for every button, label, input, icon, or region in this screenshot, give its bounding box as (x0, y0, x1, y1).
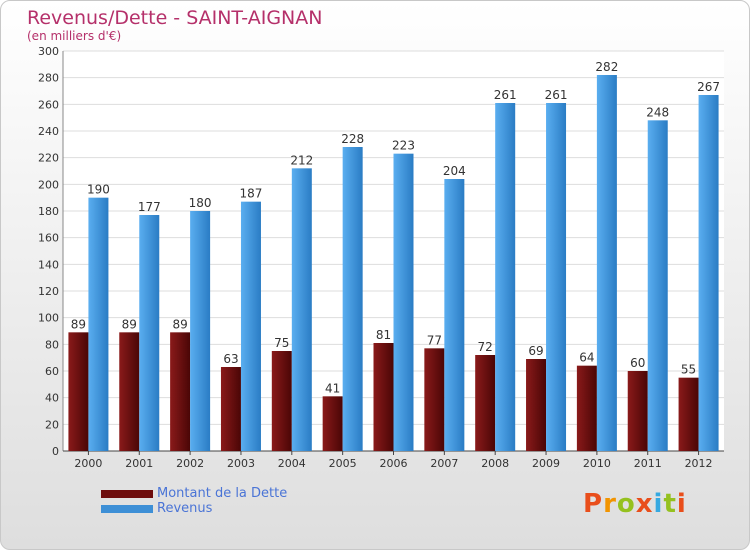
x-tick-label: 2010 (583, 457, 611, 470)
logo-letter: i (653, 489, 664, 519)
data-label-debt: 81 (376, 328, 391, 342)
x-tick-label: 2009 (532, 457, 560, 470)
bar-debt (373, 343, 394, 451)
data-label-revenue: 267 (697, 80, 720, 94)
x-tick-label: 2001 (125, 457, 153, 470)
data-label-debt: 89 (172, 317, 187, 331)
data-label-revenue: 190 (87, 183, 110, 197)
y-tick-label: 260 (38, 98, 59, 111)
x-tick-label: 2004 (278, 457, 306, 470)
y-tick-label: 180 (38, 205, 59, 218)
bar-debt (576, 365, 597, 451)
legend-label-revenue: Revenus (157, 501, 213, 516)
y-tick-label: 0 (52, 445, 59, 458)
data-label-debt: 89 (122, 317, 137, 331)
x-tick-label: 2011 (634, 457, 662, 470)
y-tick-label: 300 (38, 45, 59, 58)
data-label-debt: 64 (579, 351, 594, 365)
bar-revenue (88, 197, 109, 451)
bar-revenue (647, 120, 668, 451)
data-label-revenue: 223 (392, 139, 415, 153)
bar-revenue (393, 153, 414, 451)
data-label-revenue: 261 (494, 88, 517, 102)
data-label-revenue: 282 (595, 60, 618, 74)
data-label-debt: 55 (681, 363, 696, 377)
bar-debt (170, 332, 191, 451)
proxiti-logo: Proxiti (583, 489, 687, 519)
data-label-revenue: 248 (646, 105, 669, 119)
bar-revenue (291, 168, 312, 452)
y-tick-label: 200 (38, 178, 59, 191)
logo-letter: r (603, 489, 617, 519)
legend-label-debt: Montant de la Dette (157, 486, 288, 501)
data-label-revenue: 261 (545, 88, 568, 102)
bar-revenue (596, 75, 617, 451)
y-tick-label: 80 (45, 338, 59, 351)
bar-debt (627, 371, 648, 451)
data-label-debt: 75 (274, 336, 289, 350)
chart-title: Revenus/Dette - SAINT-AIGNAN (27, 7, 323, 29)
y-tick-label: 220 (38, 152, 59, 165)
bar-debt (424, 348, 445, 451)
y-tick-label: 20 (45, 418, 59, 431)
logo-letter: i (676, 489, 687, 519)
data-label-revenue: 180 (189, 196, 212, 210)
logo-letter: t (663, 489, 677, 519)
bar-debt (678, 377, 699, 451)
bar-debt (68, 332, 89, 451)
data-label-revenue: 212 (290, 153, 313, 167)
bar-debt (475, 355, 496, 451)
bar-debt (220, 367, 241, 451)
y-tick-label: 160 (38, 232, 59, 245)
x-tick-label: 2006 (380, 457, 408, 470)
data-label-revenue: 177 (138, 200, 161, 214)
bar-revenue (444, 179, 465, 451)
data-label-debt: 63 (223, 352, 238, 366)
bar-debt (271, 351, 292, 451)
bar-revenue (139, 215, 160, 451)
data-label-revenue: 228 (341, 132, 364, 146)
y-tick-label: 40 (45, 392, 59, 405)
bar-debt (119, 332, 140, 451)
data-label-debt: 60 (630, 356, 645, 370)
bar-debt (322, 396, 343, 451)
legend-swatch-revenue (101, 505, 153, 513)
bar-revenue (190, 211, 211, 451)
bar-revenue (495, 103, 516, 451)
y-tick-label: 280 (38, 72, 59, 85)
data-label-debt: 69 (528, 344, 543, 358)
logo-letter: P (583, 489, 604, 519)
bar-debt (526, 359, 547, 451)
bar-revenue (240, 201, 261, 451)
y-tick-label: 100 (38, 312, 59, 325)
y-tick-label: 140 (38, 258, 59, 271)
bar-revenue (342, 147, 363, 451)
data-label-debt: 77 (427, 333, 442, 347)
x-tick-label: 2007 (430, 457, 458, 470)
data-label-revenue: 187 (240, 187, 263, 201)
logo-letter: o (616, 489, 636, 519)
bar-revenue (546, 103, 567, 451)
x-tick-label: 2003 (227, 457, 255, 470)
data-label-debt: 89 (71, 317, 86, 331)
y-tick-label: 120 (38, 285, 59, 298)
x-tick-label: 2008 (481, 457, 509, 470)
data-label-revenue: 204 (443, 164, 466, 178)
x-tick-label: 2002 (176, 457, 204, 470)
y-tick-label: 240 (38, 125, 59, 138)
x-tick-label: 2012 (685, 457, 713, 470)
legend-swatch-debt (101, 490, 153, 498)
x-tick-label: 2000 (74, 457, 102, 470)
data-label-debt: 72 (478, 340, 493, 354)
x-tick-label: 2005 (329, 457, 357, 470)
logo-letter: x (635, 489, 654, 519)
data-label-debt: 41 (325, 381, 340, 395)
bar-revenue (698, 95, 719, 451)
y-tick-label: 60 (45, 365, 59, 378)
chart-subtitle: (en milliers d'€) (27, 29, 122, 43)
